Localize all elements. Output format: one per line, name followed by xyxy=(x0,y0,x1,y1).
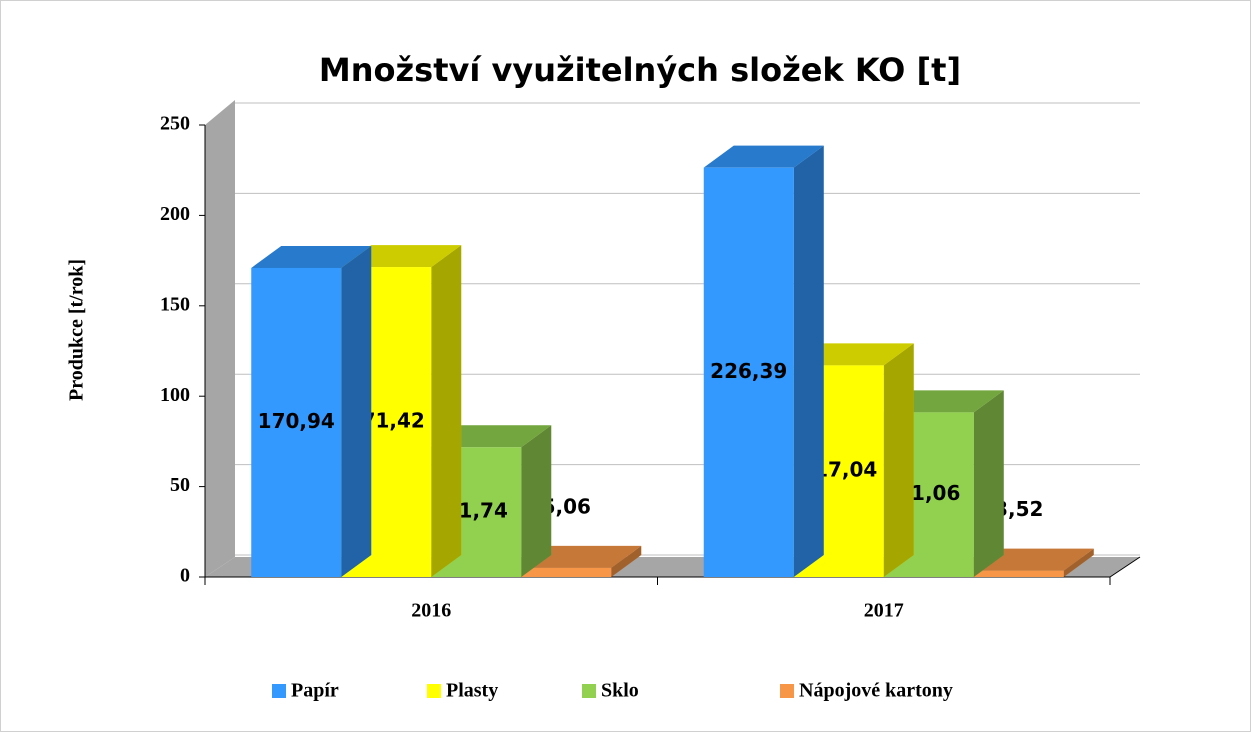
bar-side xyxy=(973,390,1004,577)
value-label: 226,39 xyxy=(710,359,787,383)
bar-side-shade xyxy=(1063,548,1094,577)
y-tick-label: 250 xyxy=(160,113,190,135)
bar-side-shade xyxy=(793,145,824,577)
bar-side-shade xyxy=(973,390,1004,577)
bar xyxy=(973,570,1064,577)
bar-top xyxy=(703,145,824,168)
bar-side xyxy=(1063,548,1094,577)
bar-side xyxy=(341,245,372,577)
y-tick-label: 150 xyxy=(160,293,190,315)
value-label: 170,94 xyxy=(258,409,335,433)
bar-side xyxy=(793,145,824,577)
x-tick-label: 2017 xyxy=(864,600,904,622)
bar-side xyxy=(883,343,914,577)
bar-side-shade xyxy=(611,545,642,577)
bar-top-shade xyxy=(251,245,372,268)
bar xyxy=(521,567,612,577)
bar-top-shade xyxy=(703,145,824,168)
x-tick-label: 2016 xyxy=(411,600,451,622)
legend-swatch xyxy=(427,684,441,698)
y-tick-label: 0 xyxy=(180,565,190,587)
bar-side xyxy=(431,245,462,578)
y-tick-label: 50 xyxy=(170,474,190,496)
bar-top xyxy=(251,245,372,268)
legend-label: Papír xyxy=(291,680,339,702)
y-tick-label: 200 xyxy=(160,203,190,225)
floor-edge xyxy=(1109,556,1141,578)
bar xyxy=(251,267,342,577)
side-wall xyxy=(205,100,235,577)
bar-side xyxy=(521,425,552,577)
bar-side-shade xyxy=(521,425,552,577)
chart-title: Množství využitelných složek KO [t] xyxy=(319,51,961,89)
y-axis-label: Produkce [t/rok] xyxy=(66,259,88,401)
legend-label: Sklo xyxy=(601,680,639,702)
legend-swatch xyxy=(582,684,596,698)
legend-label: Nápojové kartony xyxy=(799,680,953,702)
bar-side-shade xyxy=(431,245,462,578)
bar-side-shade xyxy=(341,245,372,577)
bar xyxy=(703,167,794,577)
bar-side-shade xyxy=(883,343,914,577)
y-tick-label: 100 xyxy=(160,384,190,406)
bar-side xyxy=(611,545,642,577)
legend-swatch xyxy=(780,684,794,698)
legend-swatch xyxy=(272,684,286,698)
legend-label: Plasty xyxy=(446,680,498,702)
